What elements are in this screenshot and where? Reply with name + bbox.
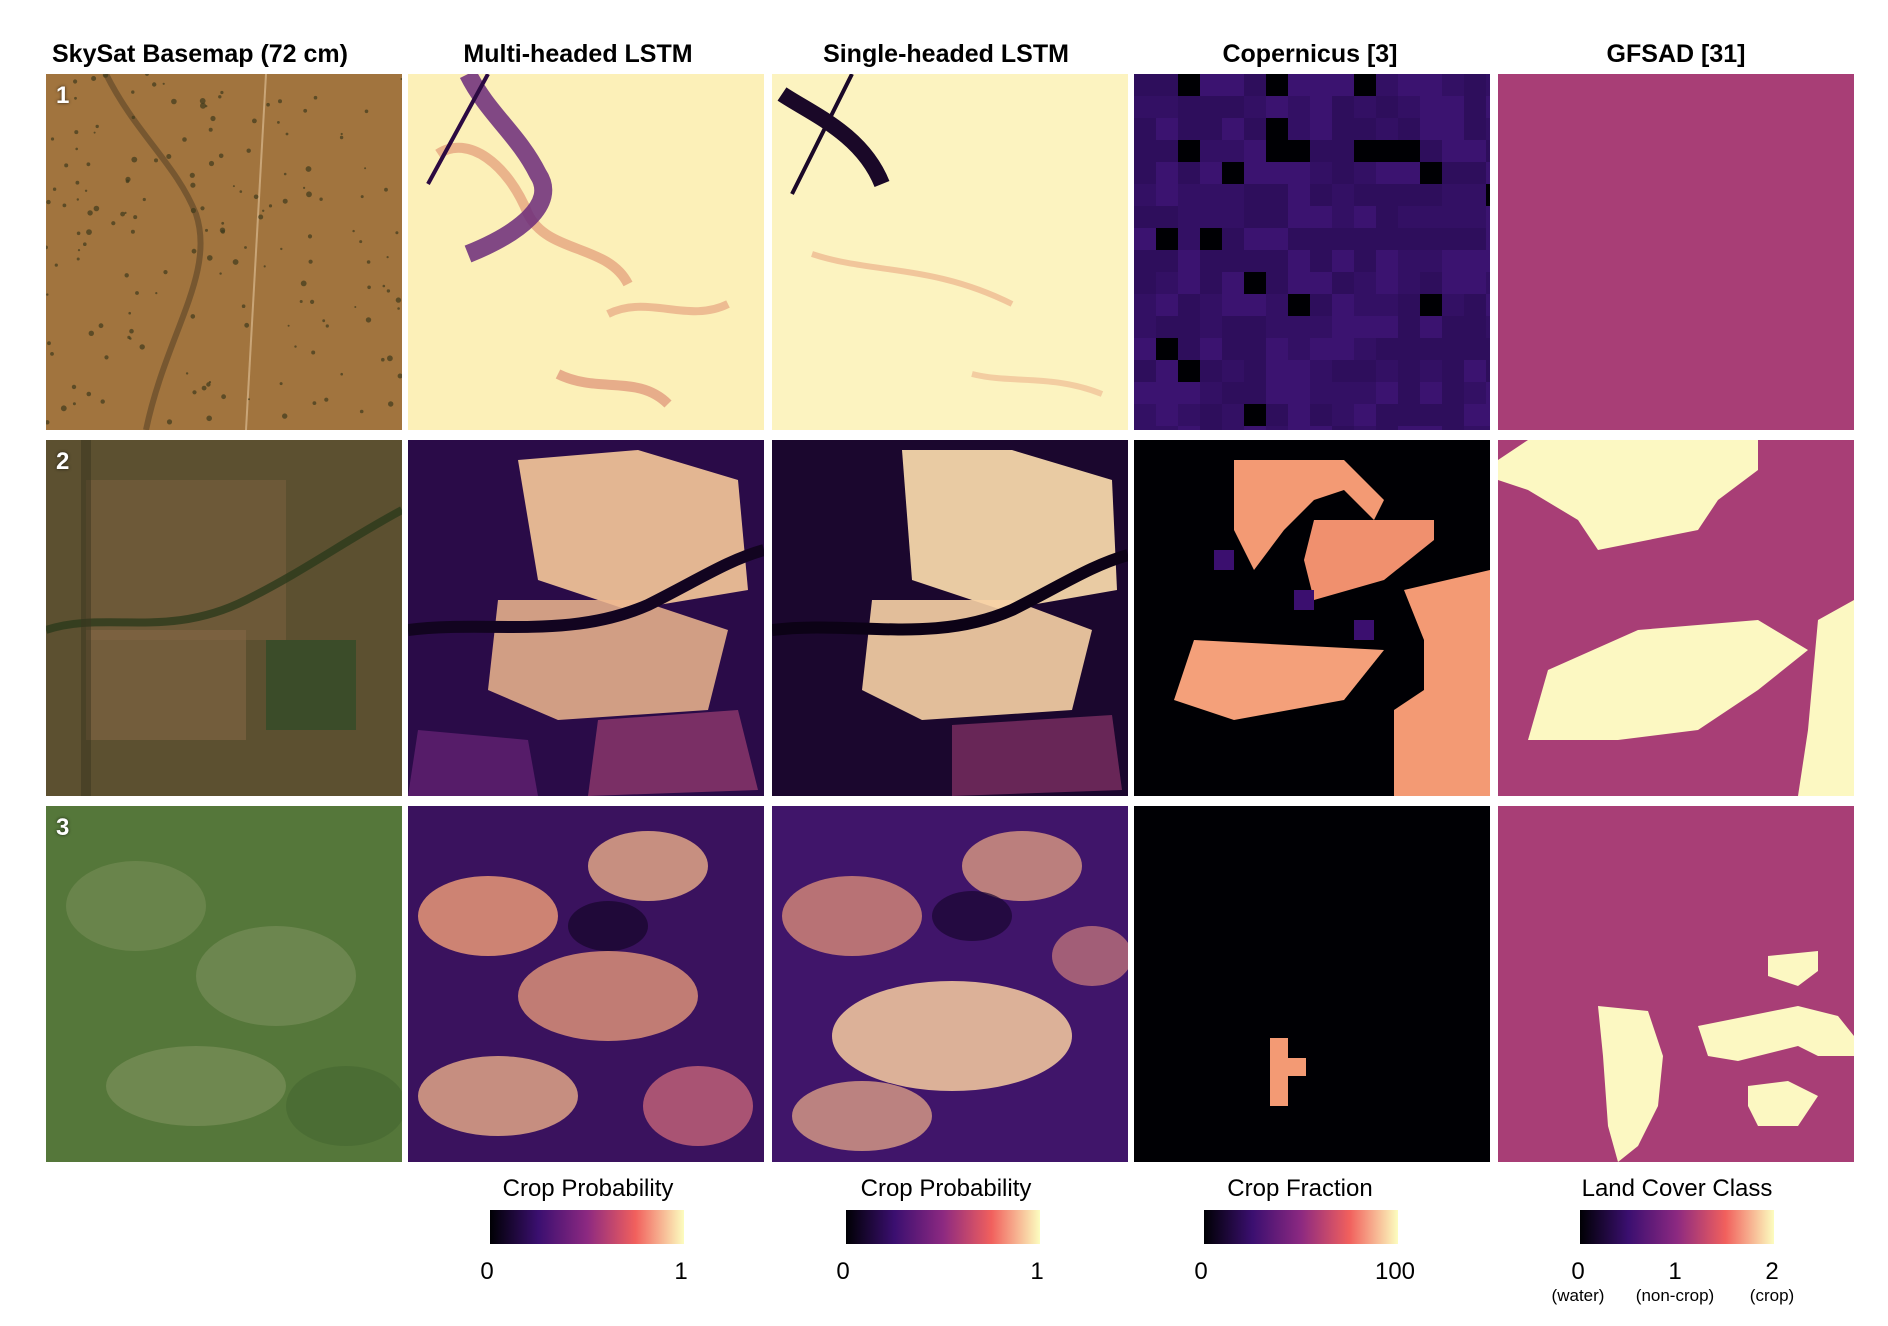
row-label-1: 1 — [56, 82, 70, 109]
colorbar-tick-single-0: 0 — [836, 1258, 850, 1285]
panel-skysat-row3: 3 — [46, 806, 402, 1162]
colorbar-tick-copernicus-100: 100 — [1374, 1258, 1416, 1285]
column-title-multi-lstm: Multi-headed LSTM — [463, 40, 693, 68]
tree-dots-row1 — [46, 74, 402, 425]
colorbar-title-gfsad: Land Cover Class — [1581, 1175, 1773, 1202]
panel-multi-lstm-row1 — [408, 74, 764, 430]
colorbar-gfsad — [1580, 1210, 1774, 1244]
colorbar-tick-gfsad-2: 2 — [1765, 1258, 1779, 1285]
copernicus-map-row2 — [1134, 440, 1490, 796]
panel-skysat-row2: 2 — [46, 440, 402, 796]
colorbar-title-single-lstm: Crop Probability — [860, 1175, 1032, 1202]
panel-copernicus-row3 — [1134, 806, 1490, 1162]
single-lstm-map-row1 — [772, 74, 1128, 430]
skysat-image-row2 — [46, 440, 402, 796]
panel-multi-lstm-row2 — [408, 440, 764, 796]
row-label-2: 2 — [56, 448, 70, 475]
panel-single-lstm-row1 — [772, 74, 1128, 430]
row-label-3: 3 — [56, 814, 70, 841]
copernicus-map-row3 — [1134, 806, 1490, 1162]
colorbar-tick-gfsad-1: 1 — [1668, 1258, 1682, 1285]
column-title-skysat: SkySat Basemap (72 cm) — [52, 40, 348, 68]
column-title-gfsad: GFSAD [31] — [1606, 40, 1746, 68]
colorbar-tick-single-1: 1 — [1030, 1258, 1044, 1285]
gfsad-map-row2 — [1498, 440, 1854, 796]
panel-skysat-row1: 1 — [46, 74, 402, 430]
panel-gfsad-row3 — [1498, 806, 1854, 1162]
panel-single-lstm-row3 — [772, 806, 1128, 1162]
colorbar-title-copernicus: Crop Fraction — [1227, 1175, 1373, 1202]
colorbar-tick-multi-0: 0 — [480, 1258, 494, 1285]
panel-multi-lstm-row3 — [408, 806, 764, 1162]
gfsad-map-row1 — [1498, 74, 1854, 430]
skysat-image-row1 — [46, 74, 402, 430]
copernicus-map-row1 — [1134, 74, 1490, 430]
colorbar-title-multi-lstm: Crop Probability — [502, 1175, 674, 1202]
multi-lstm-map-row2 — [408, 440, 764, 796]
panel-single-lstm-row2 — [772, 440, 1128, 796]
colorbar-note-non-crop: (non-crop) — [1635, 1286, 1715, 1305]
colorbar-tick-multi-1: 1 — [674, 1258, 688, 1285]
panel-gfsad-row1 — [1498, 74, 1854, 430]
column-title-copernicus: Copernicus [3] — [1222, 40, 1398, 68]
colorbar-tick-copernicus-0: 0 — [1194, 1258, 1208, 1285]
colorbar-tick-gfsad-0: 0 — [1571, 1258, 1585, 1285]
gfsad-map-row3 — [1498, 806, 1854, 1162]
colorbar-multi-lstm — [490, 1210, 684, 1244]
column-title-single-lstm: Single-headed LSTM — [823, 40, 1069, 68]
colorbar-note-crop: (crop) — [1749, 1286, 1795, 1305]
panel-copernicus-row2 — [1134, 440, 1490, 796]
panel-gfsad-row2 — [1498, 440, 1854, 796]
panel-copernicus-row1 — [1134, 74, 1490, 430]
colorbar-copernicus — [1204, 1210, 1398, 1244]
multi-lstm-map-row1 — [408, 74, 764, 430]
single-lstm-map-row3 — [772, 806, 1128, 1162]
skysat-image-row3 — [46, 806, 402, 1162]
colorbar-single-lstm — [846, 1210, 1040, 1244]
single-lstm-map-row2 — [772, 440, 1128, 796]
copernicus-cells-row1 — [1134, 74, 1490, 430]
colorbar-note-water: (water) — [1551, 1286, 1605, 1305]
multi-lstm-map-row3 — [408, 806, 764, 1162]
